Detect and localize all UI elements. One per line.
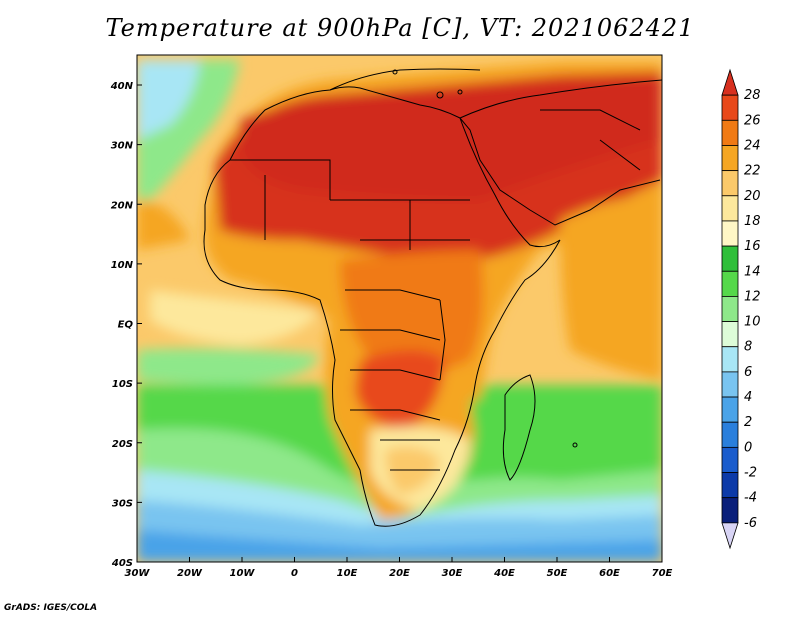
colorbar-label: 4	[744, 390, 752, 405]
colorbar-label: 22	[744, 164, 761, 179]
colorbar-label: 2	[744, 415, 752, 430]
y-tick-label: 30N	[111, 141, 134, 152]
colorbar-swatch	[721, 145, 739, 172]
temperature-field	[137, 55, 662, 562]
y-tick-label: 10S	[112, 379, 133, 390]
colorbar-label: -6	[744, 516, 757, 531]
colorbar-swatch	[721, 522, 739, 550]
colorbar-swatch	[721, 296, 739, 322]
x-tick-label: 70E	[652, 568, 673, 579]
colorbar-label: 6	[744, 365, 752, 380]
x-tick-label: 50E	[547, 568, 568, 579]
colorbar-label: 18	[744, 214, 761, 229]
colorbar-label: 12	[744, 289, 761, 304]
coastlines	[203, 68, 662, 527]
colorbar-swatch	[721, 421, 739, 448]
page-title: Temperature at 900hPa [C], VT: 202106242…	[105, 14, 695, 42]
colorbar-swatch	[721, 270, 739, 297]
y-tick-label: 20N	[111, 200, 134, 211]
colorbar-swatch	[721, 321, 739, 348]
y-tick-label: 10N	[111, 260, 134, 271]
colorbar-swatch	[721, 119, 739, 146]
x-tick-label: 30W	[125, 568, 151, 579]
colorbar-label: 14	[744, 264, 761, 279]
colorbar-label: 8	[744, 340, 752, 355]
colorbar-swatch	[721, 497, 739, 524]
colorbar-swatch	[721, 371, 739, 398]
y-tick-label: EQ	[118, 320, 134, 331]
credit-text: GrADS: IGES/COLA	[4, 603, 98, 613]
colorbar-swatch	[721, 195, 739, 222]
colorbar-label: 20	[744, 189, 761, 204]
y-tick-label: 40N	[110, 81, 134, 92]
x-tick-label: 30E	[442, 568, 463, 579]
x-tick-label: 40E	[493, 568, 515, 579]
colorbar-swatch	[721, 346, 739, 373]
colorbar-swatch	[721, 68, 739, 96]
colorbar-label: 24	[744, 138, 761, 153]
x-tick-label: 10W	[230, 568, 256, 579]
colorbar-label: -4	[744, 491, 757, 506]
x-tick-label: 0	[291, 568, 298, 579]
y-tick-label: 20S	[112, 439, 133, 450]
colorbar-label: 0	[744, 440, 752, 455]
colorbar-label: 16	[744, 239, 761, 254]
colorbar-label: 28	[744, 88, 761, 103]
x-tick-label: 20W	[177, 568, 203, 579]
colorbar-label: 26	[744, 113, 761, 128]
colorbar-swatch	[721, 170, 739, 197]
colorbar-swatch	[721, 245, 739, 272]
x-axis: 30W 20W 10W 0 10E 20E 30E 40E 50E 60E 70E	[125, 557, 673, 579]
colorbar-swatch	[721, 94, 739, 121]
x-tick-label: 60E	[599, 568, 620, 579]
x-tick-label: 20E	[389, 568, 410, 579]
colorbar-label: -2	[744, 466, 757, 481]
colorbar-swatch	[721, 472, 739, 499]
x-tick-label: 10E	[337, 568, 358, 579]
colorbar-swatch	[721, 396, 739, 423]
y-axis: 40N 30N 20N 10N EQ 10S 20S 30S 40S	[110, 81, 142, 569]
colorbar-label: 10	[744, 315, 761, 330]
colorbar-swatch	[721, 220, 739, 247]
colorbar-swatch	[721, 446, 739, 473]
y-tick-label: 40S	[111, 558, 133, 569]
y-tick-label: 30S	[112, 498, 133, 509]
